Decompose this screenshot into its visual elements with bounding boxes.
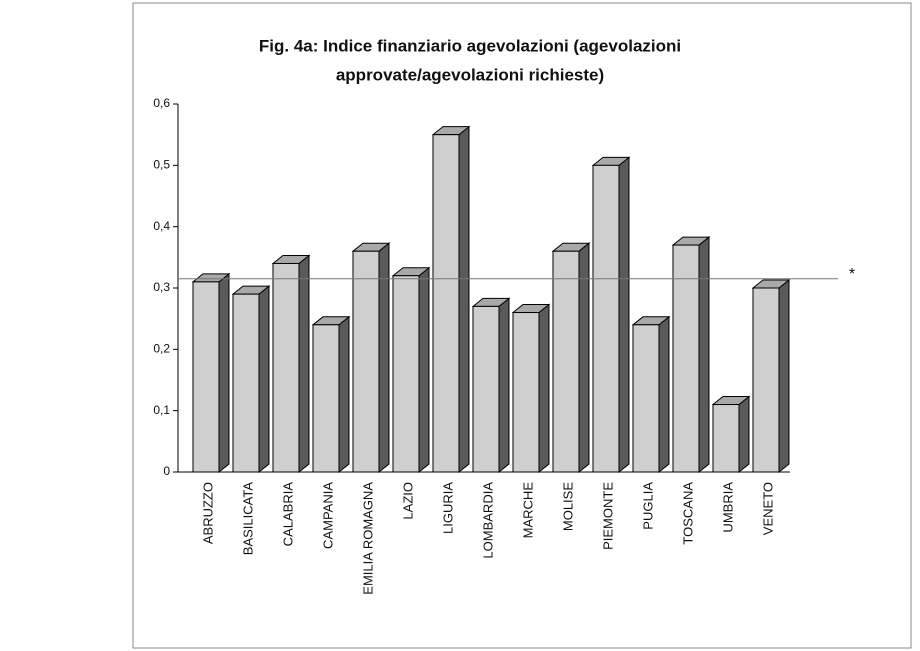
x-tick-label: CALABRIA xyxy=(280,482,295,547)
x-tick-label: LAZIO xyxy=(400,482,415,520)
bar-front xyxy=(352,250,380,473)
bar-side xyxy=(258,285,270,474)
y-tick-label: 0,1 xyxy=(153,403,170,417)
x-tick-label: PUGLIA xyxy=(640,482,655,530)
bar xyxy=(311,315,351,474)
bar-side xyxy=(378,242,390,474)
bar xyxy=(511,303,551,474)
y-tick-label: 0,3 xyxy=(153,280,170,294)
bar xyxy=(191,272,231,474)
chart-title-line: Fig. 4a: Indice finanziario agevolazioni… xyxy=(259,36,681,55)
bar-front xyxy=(752,287,780,473)
bar xyxy=(231,285,271,474)
bar-front xyxy=(632,324,660,473)
chart-title-line: approvate/agevolazioni richieste) xyxy=(336,65,604,84)
bar-side xyxy=(738,395,750,474)
x-tick-label: UMBRIA xyxy=(720,482,735,533)
x-tick-label: VENETO xyxy=(760,482,775,535)
y-tick-label: 0 xyxy=(163,464,170,478)
bar xyxy=(391,266,431,474)
bar-front xyxy=(712,404,740,473)
bar-side xyxy=(418,266,430,474)
bar-side xyxy=(538,303,550,474)
reference-label: * xyxy=(849,266,855,283)
bar-front xyxy=(552,250,580,473)
bar-front xyxy=(312,324,340,473)
bar-side xyxy=(778,278,790,474)
x-tick-label: LOMBARDIA xyxy=(480,482,495,559)
frame xyxy=(132,2,912,649)
bar xyxy=(711,395,751,474)
bar-front xyxy=(272,262,300,473)
bar xyxy=(631,315,671,474)
bar-side xyxy=(458,125,470,474)
y-tick-label: 0,6 xyxy=(153,96,170,110)
bar-front xyxy=(472,305,500,473)
y-tick-label: 0,5 xyxy=(153,158,170,172)
bar-side xyxy=(698,236,710,474)
bar-side xyxy=(218,272,230,474)
y-tick-label: 0,2 xyxy=(153,342,170,356)
x-tick-label: TOSCANA xyxy=(680,482,695,545)
bar xyxy=(591,156,631,474)
y-tick-label: 0,4 xyxy=(153,219,170,233)
bar-front xyxy=(432,134,460,473)
x-tick-label: PIEMONTE xyxy=(600,482,615,550)
bar-side xyxy=(498,297,510,474)
bar-front xyxy=(592,164,620,473)
bar-front xyxy=(192,281,220,473)
bar-front xyxy=(512,312,540,473)
x-tick-label: ABRUZZO xyxy=(200,482,215,544)
x-tick-label: BASILICATA xyxy=(240,482,255,556)
bar-side xyxy=(578,242,590,474)
x-tick-label: MARCHE xyxy=(520,482,535,539)
bar xyxy=(671,236,711,474)
x-tick-label: MOLISE xyxy=(560,482,575,531)
bar xyxy=(271,254,311,474)
bar-side xyxy=(618,156,630,474)
bar-side xyxy=(298,254,310,474)
bar-side xyxy=(658,315,670,474)
x-tick-label: LIGURIA xyxy=(440,482,455,534)
x-tick-label: EMILIA ROMAGNA xyxy=(360,482,375,595)
bar xyxy=(471,297,511,474)
bar xyxy=(431,125,471,474)
bar xyxy=(351,242,391,474)
bar-front xyxy=(232,293,260,473)
bar-front xyxy=(392,275,420,473)
bar-side xyxy=(338,315,350,474)
x-tick-label: CAMPANIA xyxy=(320,482,335,549)
bar-front xyxy=(672,244,700,473)
bar xyxy=(551,242,591,474)
bar xyxy=(751,278,791,474)
